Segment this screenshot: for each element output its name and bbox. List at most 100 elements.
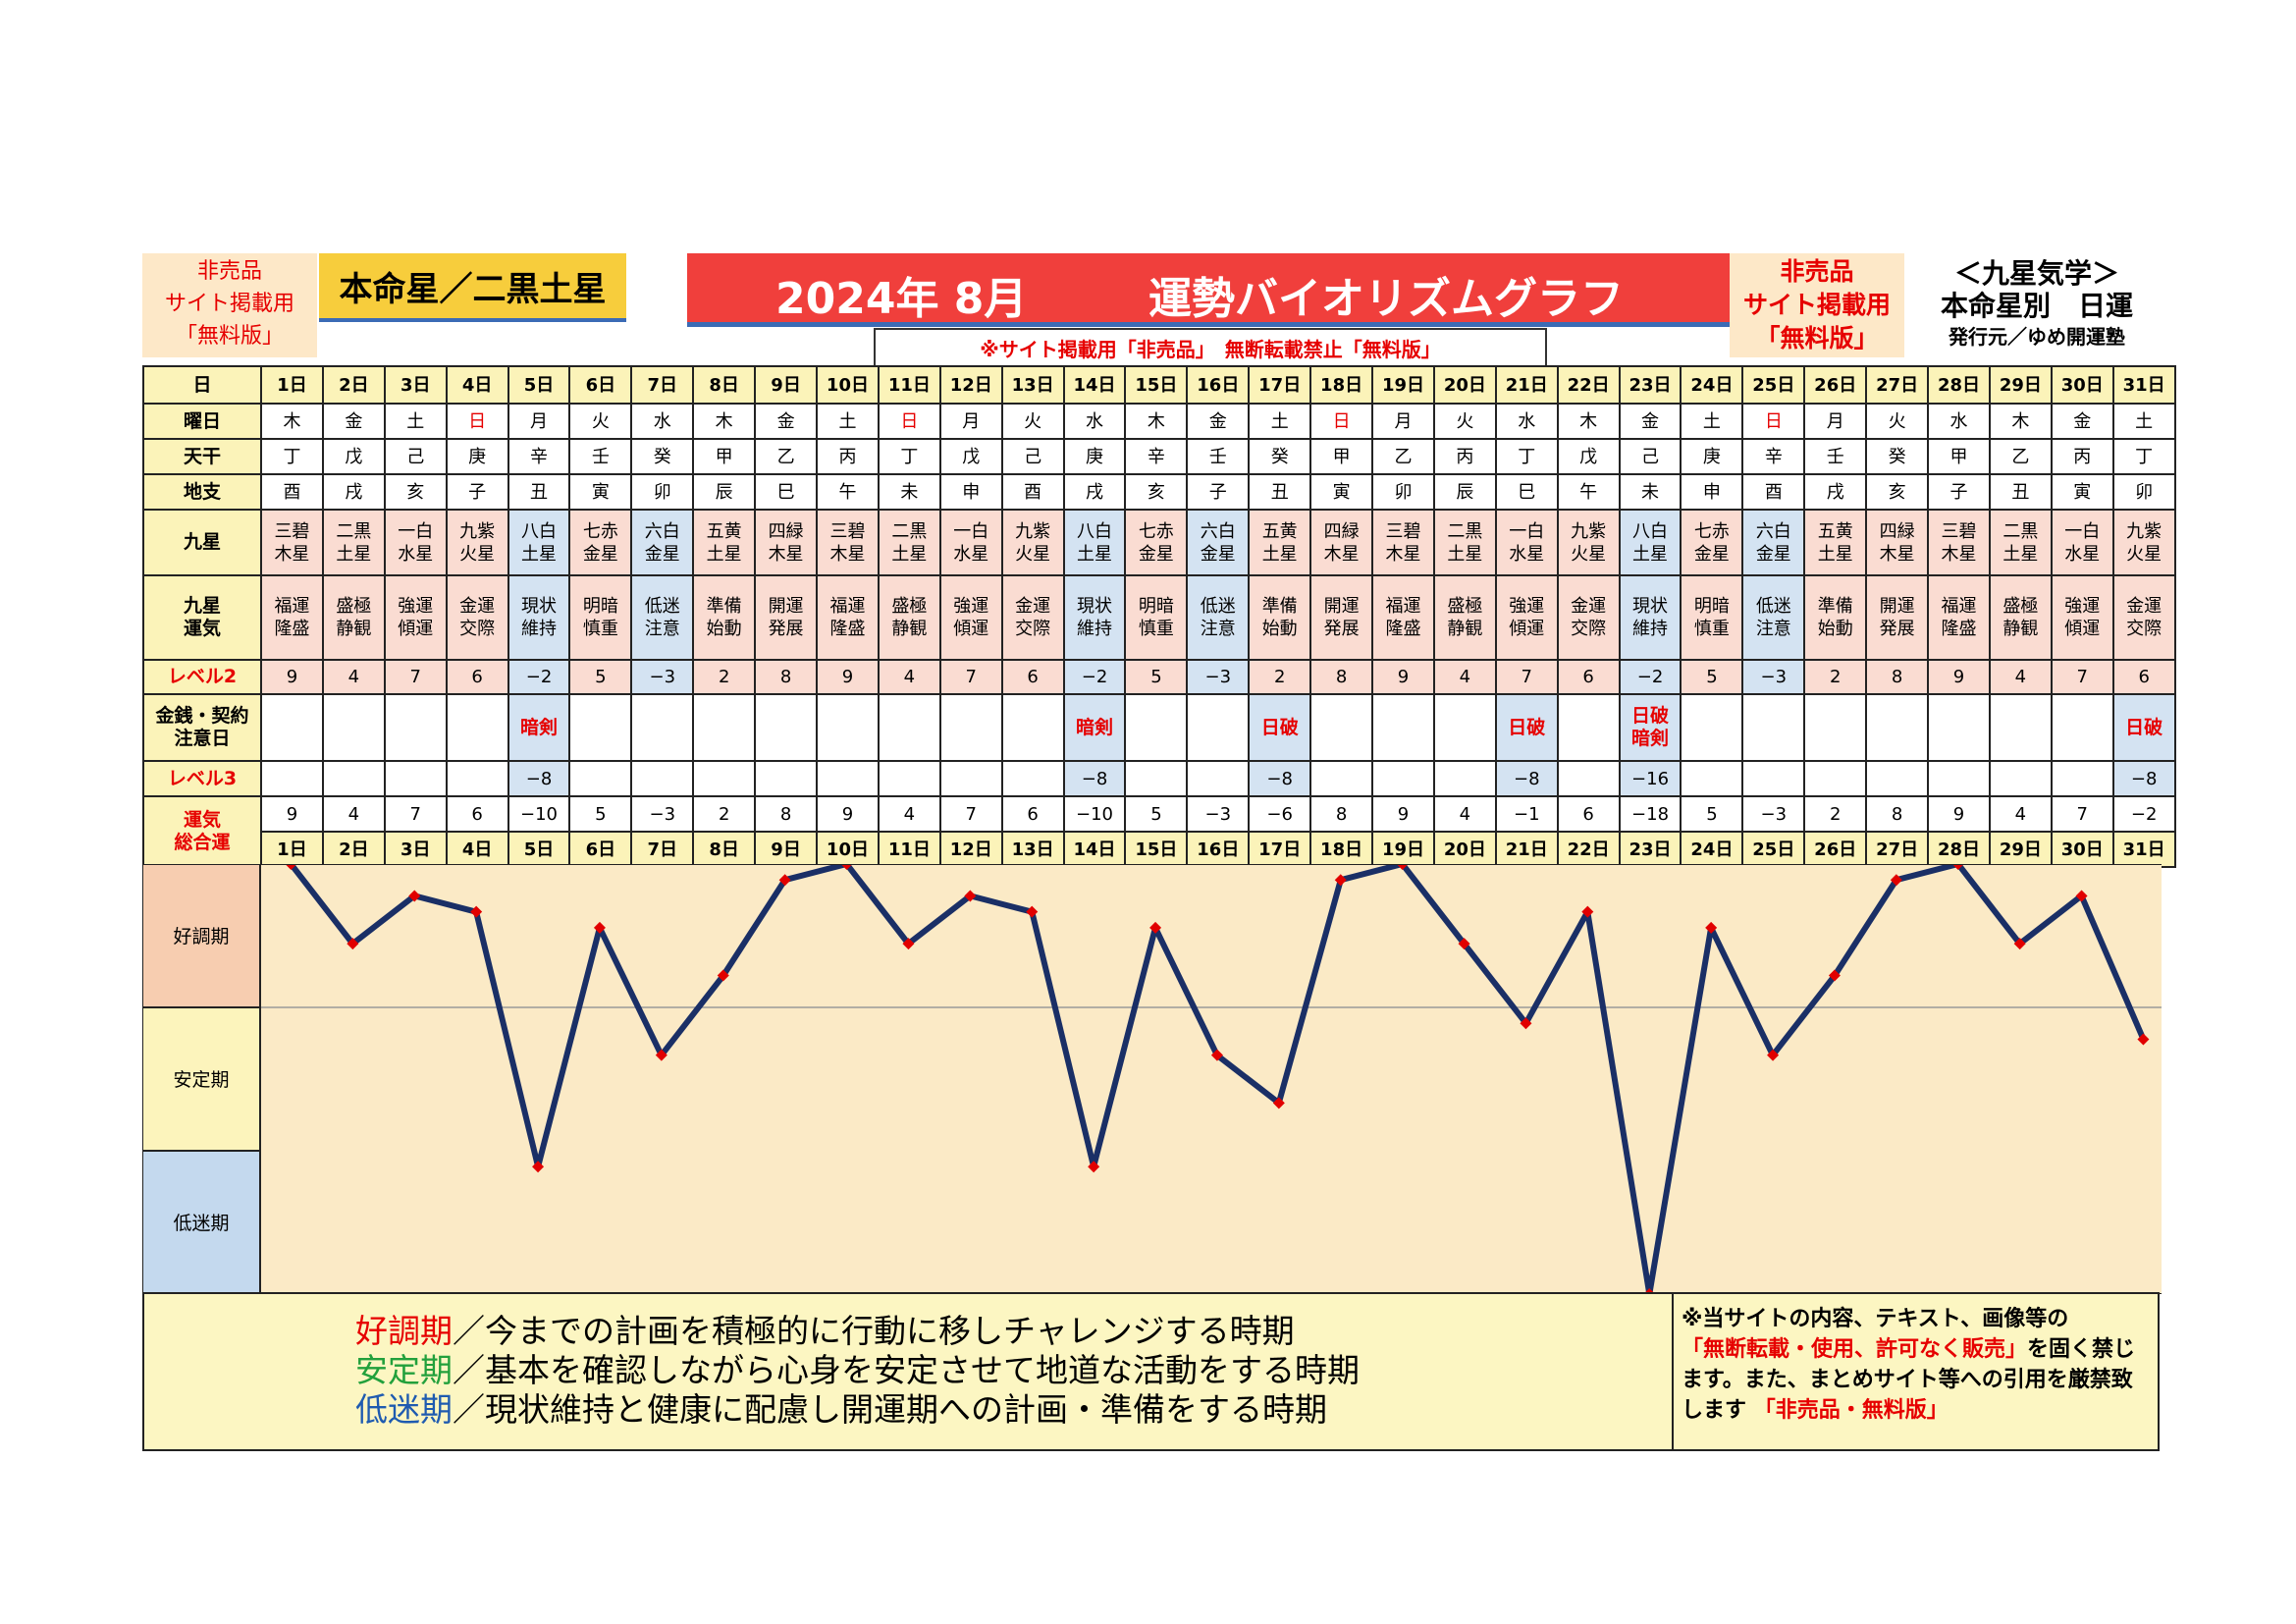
weekdays-cell: 日	[877, 403, 941, 440]
level2-cell: 4	[877, 659, 941, 695]
kinsen-cell	[1000, 693, 1065, 762]
weekdays-cell: 水	[1494, 403, 1559, 440]
total-cell: 9	[816, 795, 880, 833]
chishi-cell: 丑	[1248, 473, 1312, 511]
days-cell: 17日	[1248, 831, 1312, 868]
tenkan-cell: 壬	[1186, 438, 1251, 475]
kinsen-cell	[1371, 693, 1435, 762]
unki-cell: 明暗 慎重	[1124, 574, 1189, 661]
days-cell: 8日	[692, 365, 757, 405]
chishi-cell: 寅	[2050, 473, 2114, 511]
total-cell: 7	[2050, 795, 2114, 833]
days-cell: 12日	[938, 365, 1003, 405]
kinsen-cell	[1741, 693, 1806, 762]
level2-cell: −3	[1186, 659, 1251, 695]
kyusei-cell: 九紫 火星	[1556, 509, 1621, 576]
level2-cell: 9	[260, 659, 324, 695]
total-cell: 6	[1000, 795, 1065, 833]
level2-cell: 4	[1988, 659, 2053, 695]
kinsen-cell	[260, 693, 324, 762]
tenkan-cell: 己	[383, 438, 448, 475]
days-cell: 5日	[507, 831, 571, 868]
level2-cell: 7	[938, 659, 1003, 695]
unki-cell: 低迷 注意	[630, 574, 695, 661]
weekdays-cell: 金	[1186, 403, 1251, 440]
days-cell: 16日	[1186, 365, 1251, 405]
right-notice: 非売品 サイト掲載用 「無料版」	[1730, 253, 1904, 357]
kinsen-cell	[445, 693, 509, 762]
total-cell: 2	[1803, 795, 1868, 833]
chishi-cell: 丑	[1988, 473, 2053, 511]
tenkan-cell: 辛	[507, 438, 571, 475]
unki-cell: 金運 交際	[2111, 574, 2176, 661]
days-cell: 17日	[1248, 365, 1312, 405]
data-point	[532, 1161, 545, 1173]
unki-cell: 開運 発展	[1865, 574, 1930, 661]
days-cell: 19日	[1371, 831, 1435, 868]
data-point	[285, 864, 297, 870]
level3-cell	[692, 760, 757, 797]
level3-cell: −8	[2111, 760, 2176, 797]
data-point	[1705, 921, 1718, 934]
days-cell: 23日	[1618, 365, 1682, 405]
days-cell: 21日	[1494, 365, 1559, 405]
level3-cell	[754, 760, 819, 797]
kyusei-cell: 一白 水星	[2050, 509, 2114, 576]
total-cell: 4	[1432, 795, 1497, 833]
weekdays-cell: 木	[692, 403, 757, 440]
days-cell: 11日	[877, 365, 941, 405]
chishi-cell: 酉	[1000, 473, 1065, 511]
days-cell: 30日	[2050, 365, 2114, 405]
kyusei-header: ＜九星気学＞ 本命星別 日運 発行元／ゆめ開運塾	[1914, 257, 2160, 359]
table-row: 天干丁戊己庚辛壬癸甲乙丙丁戊己庚辛壬癸甲乙丙丁戊己庚辛壬癸甲乙丙丁	[142, 438, 2176, 475]
tenkan-cell: 癸	[1865, 438, 1930, 475]
tenkan-cell: 壬	[1803, 438, 1868, 475]
copyright-notice: ※当サイトの内容、テキスト、画像等の 「無断転載・使用、許可なく販売」を固く禁じ…	[1672, 1292, 2160, 1451]
fortune-table: 日 1日 2日 3日 4日 5日 6日 7日 8日 9日 10日 11日 12日 13日 14日 15日 16日…	[142, 365, 2176, 868]
kinsen-cell	[1803, 693, 1868, 762]
chishi-cell: 酉	[260, 473, 324, 511]
kyusei-cell: 六白 金星	[1186, 509, 1251, 576]
total-cell: 6	[1556, 795, 1621, 833]
level3-cell	[1803, 760, 1868, 797]
total-cell: −10	[507, 795, 571, 833]
level2-cell: 9	[1371, 659, 1435, 695]
total-cell: 8	[754, 795, 819, 833]
data-point	[902, 938, 915, 950]
chishi-cell: 亥	[383, 473, 448, 511]
level2-cell: 5	[1680, 659, 1744, 695]
chishi-cell: 子	[445, 473, 509, 511]
kinsen-cell: 日破	[1248, 693, 1312, 762]
kinsen-cell	[2050, 693, 2114, 762]
chishi-cell: 寅	[568, 473, 633, 511]
table-row: 日 1日 2日 3日 4日 5日 6日 7日 8日 9日 10日 11日 12日 13日 14日 15日 16日…	[142, 365, 2176, 405]
level2-cell: 5	[568, 659, 633, 695]
kyusei-cell: 九紫 火星	[1000, 509, 1065, 576]
data-point	[347, 938, 359, 950]
tenkan-cell: 甲	[692, 438, 757, 475]
data-point	[1210, 1049, 1223, 1061]
tenkan-cell: 癸	[630, 438, 695, 475]
tenkan-cell: 丁	[2111, 438, 2176, 475]
title-bar: 2024年 8月 運勢バイオリズムグラフ	[687, 253, 1730, 327]
kyusei-cell: 八白 土星	[507, 509, 571, 576]
level3-cell	[1432, 760, 1497, 797]
tenkan-cell: 丙	[816, 438, 880, 475]
plot-area	[260, 864, 2162, 1294]
kyusei-cell: 五黄 土星	[1248, 509, 1312, 576]
days-cell: 15日	[1124, 831, 1189, 868]
total-cell: 6	[445, 795, 509, 833]
level3-cell	[1309, 760, 1374, 797]
days-cell: 8日	[692, 831, 757, 868]
days-cell: 2日	[321, 831, 386, 868]
kyusei-cell: 四緑 木星	[1309, 509, 1374, 576]
level2-cell: 6	[1000, 659, 1065, 695]
data-point	[470, 905, 483, 918]
kyusei-cell: 七赤 金星	[1680, 509, 1744, 576]
tenkan-cell: 庚	[1680, 438, 1744, 475]
weekdays-cell: 木	[1988, 403, 2053, 440]
level3-cell	[816, 760, 880, 797]
weekdays-cell: 火	[1432, 403, 1497, 440]
level3-cell	[1371, 760, 1435, 797]
